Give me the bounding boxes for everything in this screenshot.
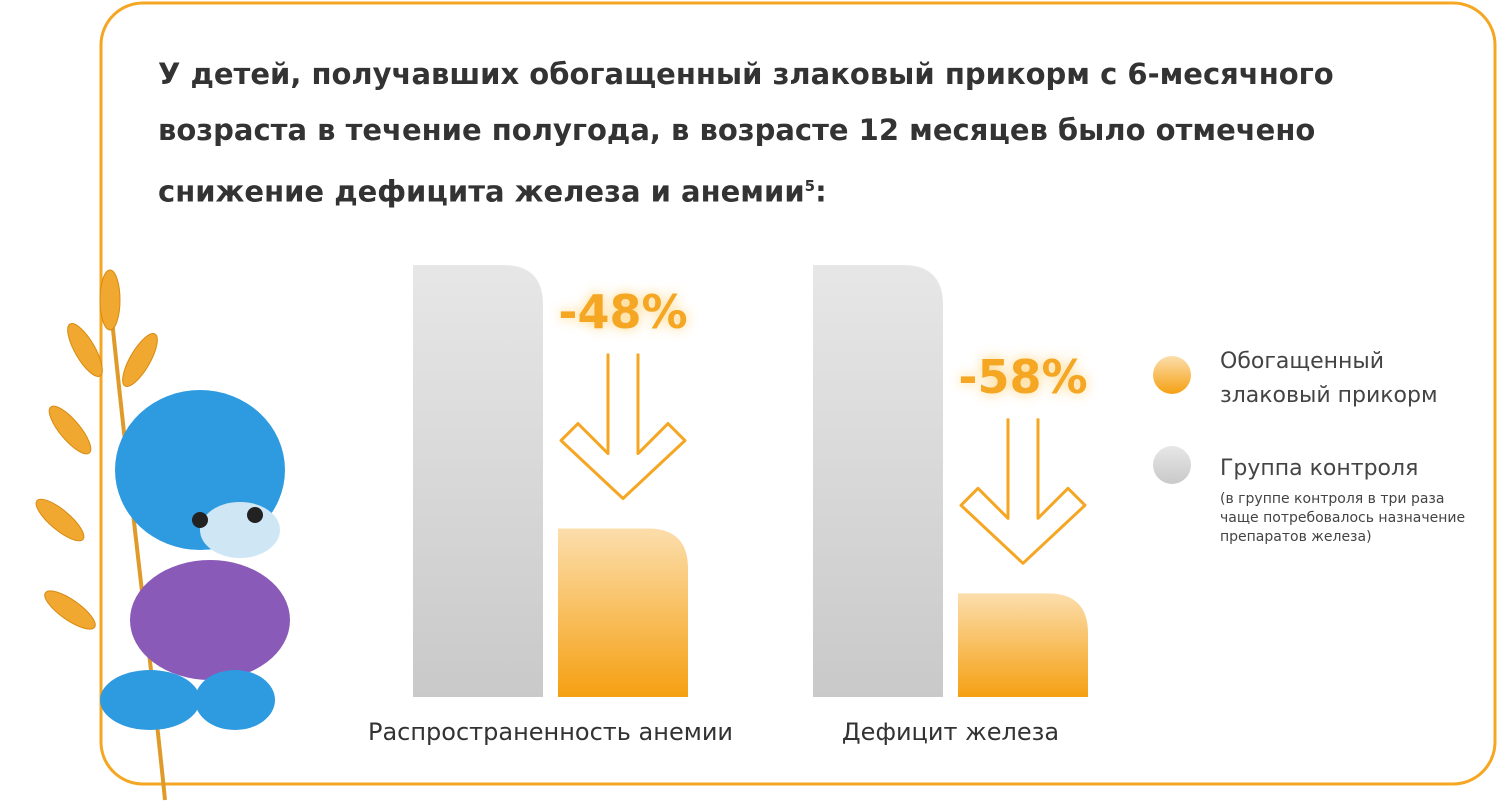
- legend-label: Обогащенный злаковый прикорм: [1220, 349, 1438, 408]
- chart-title: У детей, получавших обогащенный злаковый…: [158, 46, 1378, 220]
- legend-marker: [1153, 356, 1191, 394]
- title-text: У детей, получавших обогащенный злаковый…: [158, 57, 1334, 209]
- footnote: 5: [804, 177, 816, 195]
- annotation-glow: -48%: [558, 285, 687, 339]
- bear-decoration: [100, 390, 290, 730]
- frame: [99, 1, 1497, 786]
- bar: [813, 265, 943, 697]
- legend-marker: [1153, 446, 1191, 484]
- arrow: [959, 418, 1087, 565]
- annotation: -58%: [958, 350, 1087, 404]
- legend-label: Группа контроля: [1220, 456, 1419, 481]
- x-tick-label: Дефицит железа: [842, 718, 1059, 746]
- annotation: -48%: [558, 285, 687, 339]
- x-tick-label: Распространенность анемии: [368, 718, 733, 746]
- annotation-glow: -58%: [958, 350, 1087, 404]
- title-colon: :: [815, 174, 827, 209]
- legend-note: (в группе контроля в три раза чаще потре…: [1220, 491, 1466, 545]
- oat-decoration: [35, 269, 167, 801]
- arrow: [559, 353, 687, 501]
- bar: [958, 593, 1088, 697]
- bar: [558, 528, 688, 697]
- bar: [413, 265, 543, 697]
